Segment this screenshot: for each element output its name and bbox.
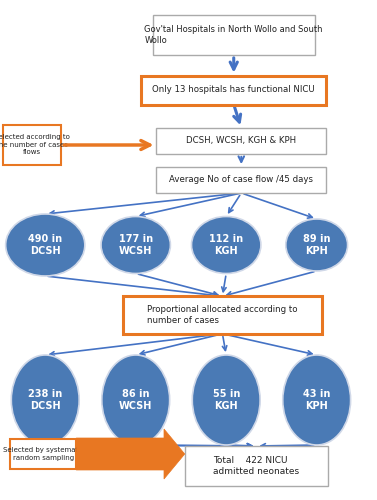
Text: Proportional allocated according to
number of cases: Proportional allocated according to numb… [147, 305, 298, 325]
FancyBboxPatch shape [3, 125, 61, 165]
Text: Average No of case flow /45 days: Average No of case flow /45 days [169, 176, 313, 184]
FancyBboxPatch shape [185, 446, 328, 486]
FancyBboxPatch shape [11, 439, 76, 469]
Ellipse shape [283, 355, 351, 445]
Ellipse shape [101, 216, 170, 274]
Ellipse shape [192, 216, 261, 274]
Ellipse shape [6, 214, 85, 276]
Text: Only 13 hospitals has functional NICU: Only 13 hospitals has functional NICU [152, 86, 315, 94]
FancyBboxPatch shape [141, 76, 326, 104]
Text: 86 in
WCSH: 86 in WCSH [119, 388, 152, 411]
Text: 43 in
KPH: 43 in KPH [303, 388, 330, 411]
Text: DCSH, WCSH, KGH & KPH: DCSH, WCSH, KGH & KPH [186, 136, 296, 145]
FancyBboxPatch shape [156, 167, 326, 193]
Polygon shape [76, 429, 185, 479]
Ellipse shape [102, 355, 170, 445]
Text: Selected according to
the number of cases
flows: Selected according to the number of case… [0, 134, 70, 156]
Ellipse shape [286, 219, 348, 271]
FancyBboxPatch shape [156, 128, 326, 154]
Ellipse shape [11, 355, 79, 445]
Ellipse shape [192, 355, 260, 445]
Text: Total    422 NICU
admitted neonates: Total 422 NICU admitted neonates [213, 456, 299, 476]
Text: 238 in
DCSH: 238 in DCSH [28, 388, 62, 411]
Text: 490 in
DCSH: 490 in DCSH [28, 234, 62, 256]
Text: 55 in
KGH: 55 in KGH [213, 388, 240, 411]
Text: 112 in
KGH: 112 in KGH [209, 234, 243, 256]
FancyBboxPatch shape [153, 15, 315, 55]
Text: Selected by systematic
random sampling: Selected by systematic random sampling [3, 447, 84, 461]
Text: Gov'tal Hospitals in North Wollo and South
Wollo: Gov'tal Hospitals in North Wollo and Sou… [144, 25, 323, 45]
FancyBboxPatch shape [123, 296, 322, 334]
Text: 177 in
WCSH: 177 in WCSH [119, 234, 153, 256]
Text: 89 in
KPH: 89 in KPH [303, 234, 330, 256]
